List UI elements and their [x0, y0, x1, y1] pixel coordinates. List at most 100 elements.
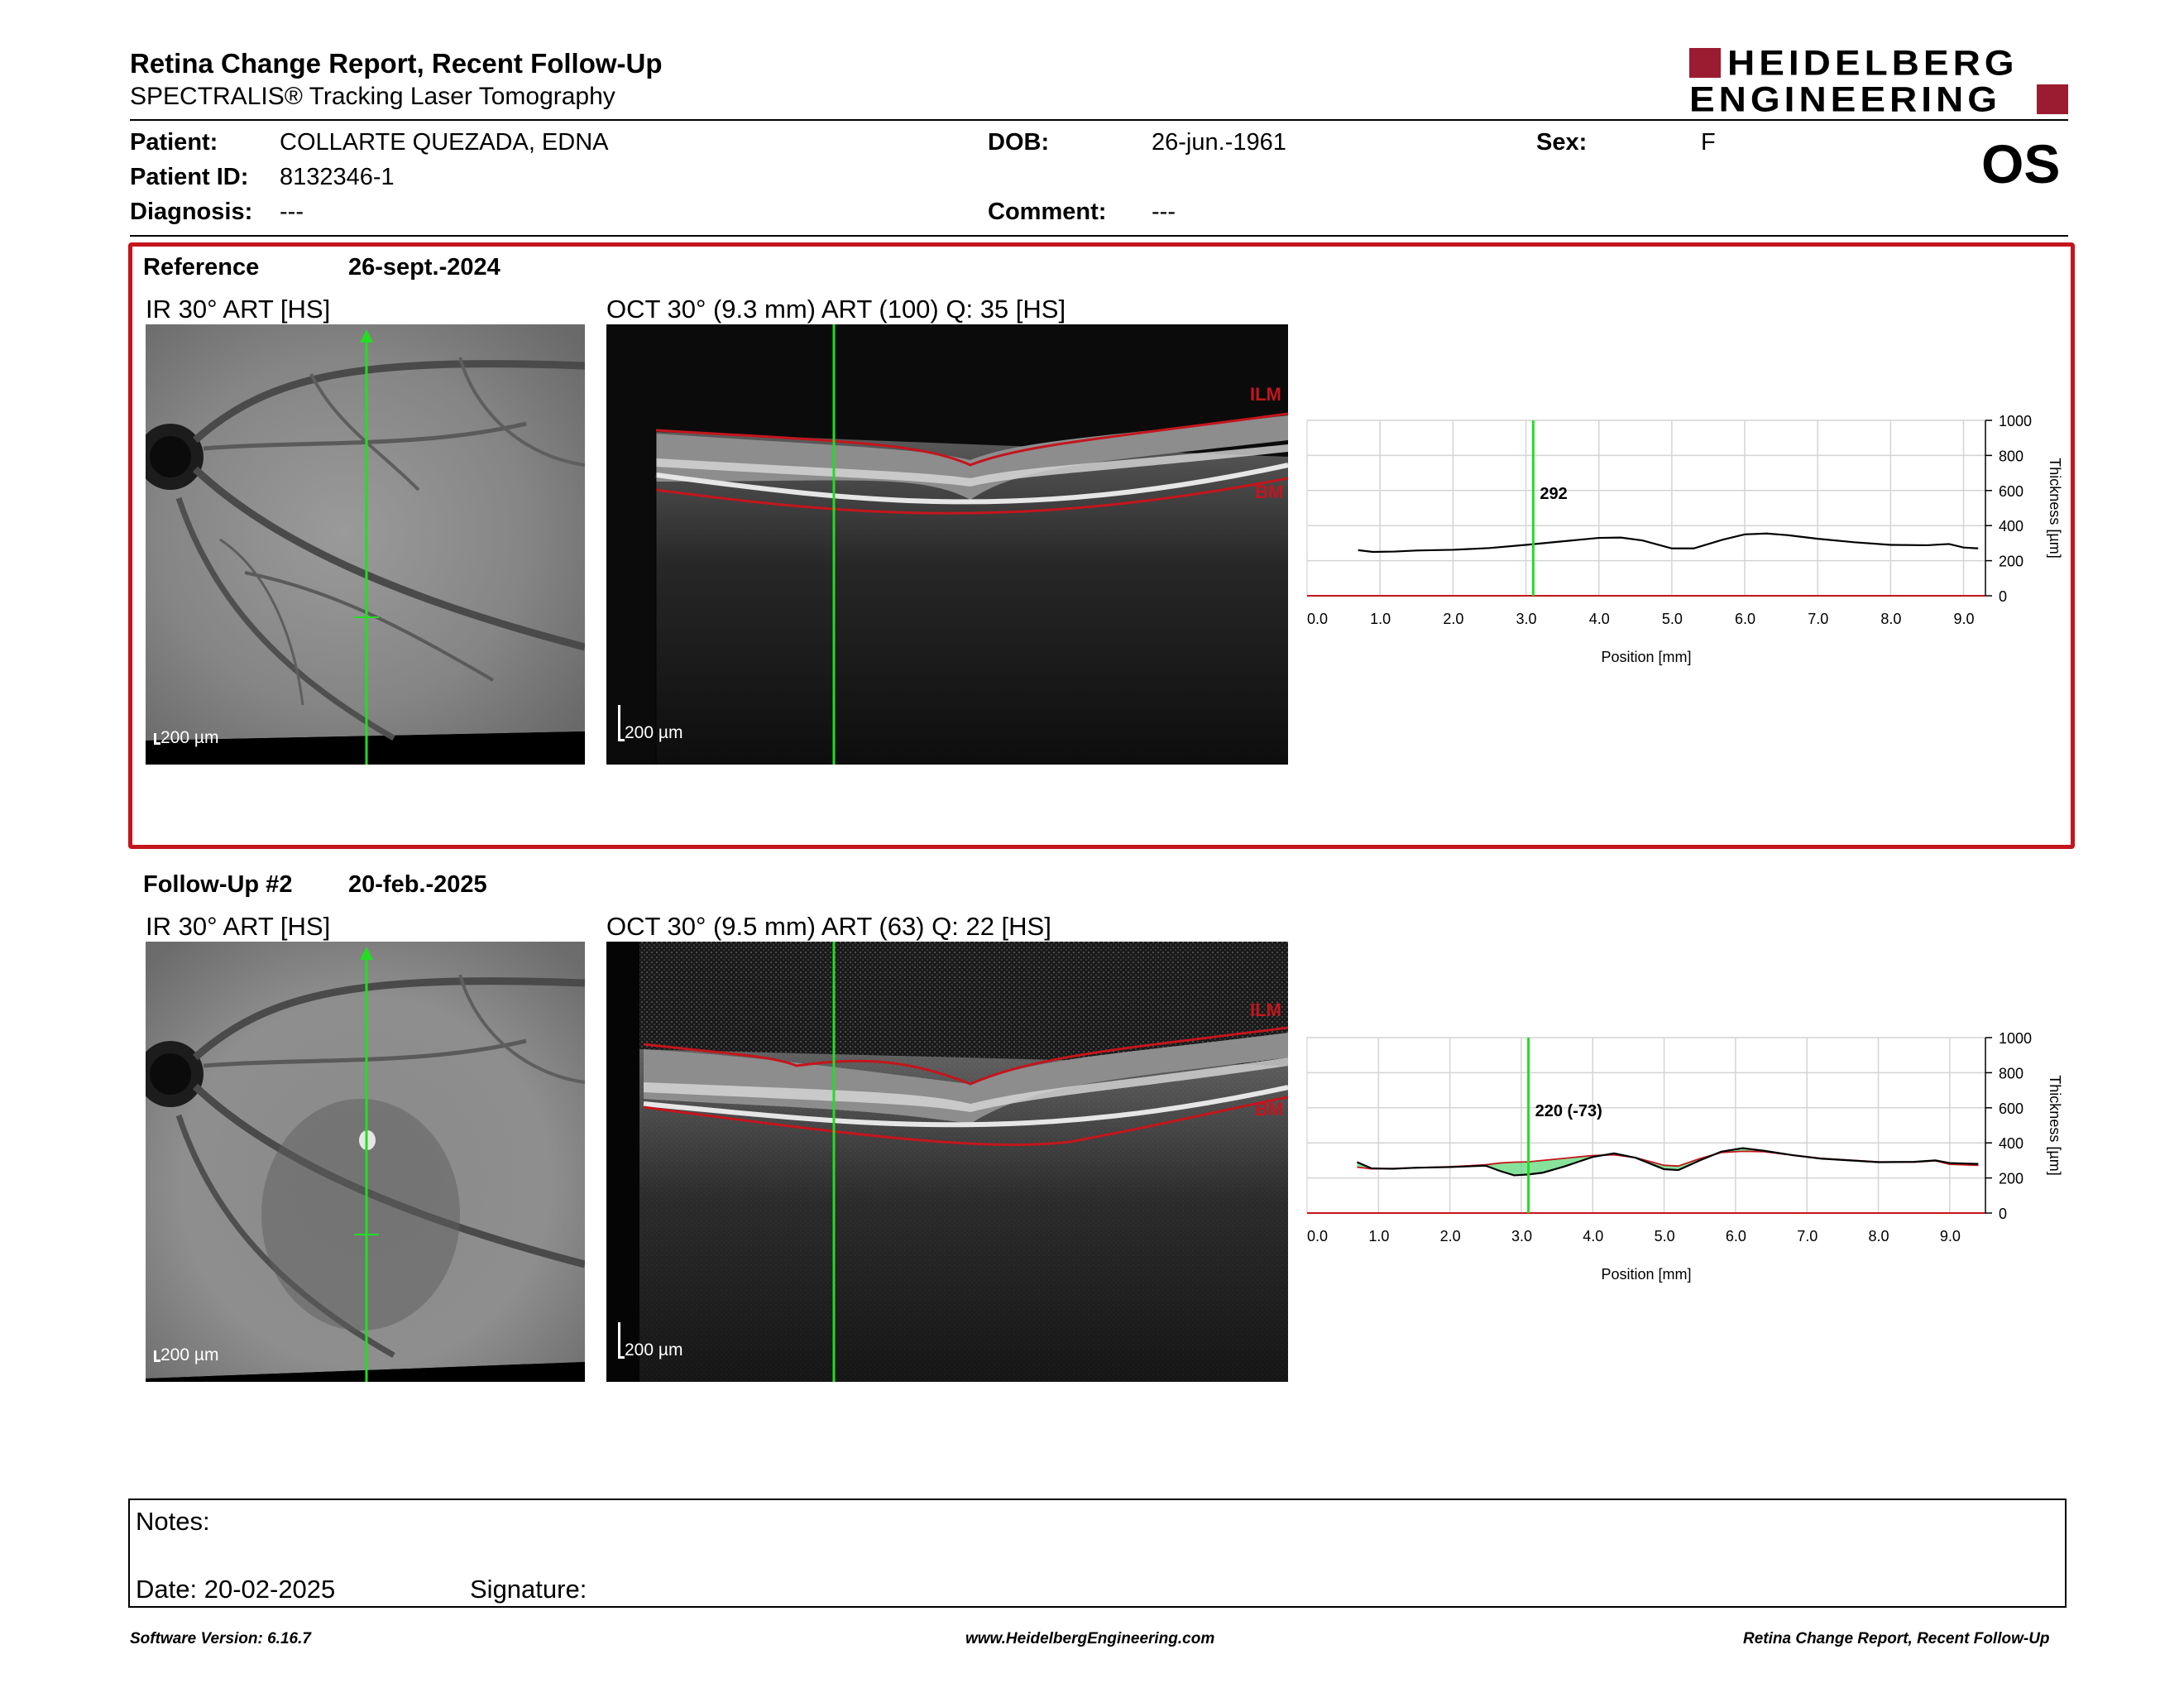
reference-ir-scale-bar: 200 µm — [154, 728, 218, 748]
x-tick-label: 9.0 — [1954, 611, 1975, 627]
reference-oct-image[interactable]: ILM BM 200 µm — [606, 324, 1288, 765]
signature-label: Signature: — [470, 1575, 587, 1604]
notes-label: Notes: — [136, 1507, 210, 1536]
reference-ir-image[interactable]: 200 µm — [146, 324, 585, 765]
x-tick-label: 3.0 — [1511, 1228, 1532, 1244]
followup-oct-image[interactable]: ILM BM 200 µm — [606, 942, 1288, 1382]
y-tick-label: 0 — [1999, 1206, 2007, 1222]
x-tick-label: 2.0 — [1443, 611, 1463, 627]
followup-ir-title: IR 30° ART [HS] — [146, 912, 331, 941]
followup-oct-graphic — [606, 942, 1288, 1382]
y-tick-label: 1000 — [1999, 1030, 2032, 1047]
report-title: Retina Change Report, Recent Follow-Up — [130, 48, 663, 79]
x-tick-label: 8.0 — [1869, 1228, 1889, 1244]
followup-thickness-chart: 0 200 400 600 800 1000 0.0 1.0 2.0 3.0 4.0 5.0 6.0 7.… — [1306, 1030, 2063, 1283]
scale-bar-label: 200 µm — [160, 1345, 219, 1364]
reference-label: Reference — [143, 254, 260, 281]
report-subtitle: SPECTRALIS® Tracking Laser Tomography — [130, 83, 615, 110]
reference-ir-title: IR 30° ART [HS] — [146, 295, 331, 324]
followup-bm-label: BM — [1255, 1099, 1284, 1120]
cursor-thickness-label: 220 (-73) — [1535, 1102, 1602, 1120]
cursor-thickness-label: 292 — [1540, 485, 1567, 503]
sex-label: Sex: — [1536, 129, 1588, 156]
y-tick-label: 1000 — [1999, 413, 2032, 429]
footer-software-version: Software Version: 6.16.7 — [130, 1630, 311, 1647]
scale-bar-label: 200 µm — [625, 723, 683, 742]
x-tick-label: 3.0 — [1516, 611, 1537, 627]
reference-oct-scale-bar: 200 µm — [618, 705, 682, 743]
notes-date: Date: 20-02-2025 — [136, 1575, 336, 1604]
patient-id-value: 8132346-1 — [280, 164, 395, 190]
patient-name: COLLARTE QUEZADA, EDNA — [280, 129, 609, 156]
scale-bar-label: 200 µm — [160, 728, 219, 747]
y-axis-label: Thickness [µm] — [2047, 458, 2063, 558]
followup-date: 20-feb.-2025 — [348, 871, 487, 898]
y-tick-label: 600 — [1999, 1101, 2024, 1117]
diagnosis-label: Diagnosis: — [130, 199, 253, 225]
reference-section-frame — [128, 242, 2075, 849]
followup-oct-title: OCT 30° (9.5 mm) ART (63) Q: 22 [HS] — [606, 912, 1051, 941]
x-tick-label: 8.0 — [1880, 611, 1901, 627]
comment-label: Comment: — [988, 199, 1107, 225]
thickness-change-fill — [1357, 1148, 1979, 1176]
y-tick-label: 600 — [1999, 483, 2024, 500]
x-tick-label: 5.0 — [1662, 611, 1683, 627]
y-tick-label: 400 — [1999, 518, 2024, 535]
scale-bar-marker — [154, 733, 160, 745]
x-tick-label: 1.0 — [1368, 1228, 1389, 1244]
comment-value: --- — [1152, 199, 1176, 225]
x-tick-label: 6.0 — [1726, 1228, 1746, 1244]
patient-divider — [130, 235, 2068, 237]
x-tick-label: 1.0 — [1370, 611, 1391, 627]
x-tick-label: 5.0 — [1655, 1228, 1675, 1244]
reference-fundus-graphic — [146, 324, 585, 765]
reference-ilm-label: ILM — [1250, 384, 1281, 405]
x-tick-label: 6.0 — [1735, 611, 1755, 627]
y-tick-label: 800 — [1999, 1065, 2024, 1081]
x-axis-label: Position [mm] — [1601, 1266, 1691, 1283]
diagnosis-value: --- — [280, 199, 304, 225]
x-tick-label: 0.0 — [1307, 1228, 1328, 1244]
x-tick-label: 2.0 — [1440, 1228, 1461, 1244]
y-tick-label: 800 — [1999, 448, 2024, 464]
scale-bar-marker — [618, 1322, 625, 1359]
logo-line-2: ENGINEERING — [1689, 79, 2002, 119]
y-tick-label: 200 — [1999, 1171, 2024, 1187]
reference-oct-title: OCT 30° (9.3 mm) ART (100) Q: 35 [HS] — [606, 295, 1066, 324]
followup-ilm-label: ILM — [1250, 1000, 1281, 1020]
x-tick-label: 0.0 — [1307, 611, 1328, 627]
y-tick-label: 0 — [1999, 588, 2007, 605]
scale-bar-marker — [618, 705, 625, 741]
reference-oct-graphic — [606, 324, 1288, 765]
scale-bar-marker — [154, 1350, 160, 1362]
followup-ir-image[interactable]: 200 µm — [146, 942, 585, 1382]
y-tick-label: 200 — [1999, 554, 2024, 570]
scale-bar-label: 200 µm — [625, 1340, 683, 1360]
heidelberg-logo: HEIDELBERG ENGINEERING — [1689, 46, 2070, 117]
plot-area — [1306, 1037, 1986, 1214]
reference-thickness-chart: 0 200 400 600 800 1000 0.0 1.0 2.0 3.0 4.0 5.0 6.0 7.… — [1306, 413, 2063, 665]
plot-area — [1306, 420, 1986, 597]
y-tick-label: 400 — [1999, 1135, 2024, 1152]
reference-date: 26-sept.-2024 — [348, 254, 500, 281]
x-tick-label: 7.0 — [1797, 1228, 1818, 1244]
thickness-series-line — [1356, 1147, 1979, 1177]
patient-label: Patient: — [130, 129, 218, 156]
eye-indicator: OS — [1981, 133, 2061, 194]
notes-box[interactable]: Notes: Date: 20-02-2025 Signature: — [128, 1499, 2067, 1608]
followup-oct-scale-bar: 200 µm — [618, 1322, 682, 1360]
logo-line-1: HEIDELBERG — [1727, 43, 2019, 83]
logo-accent-square-top — [1689, 48, 1721, 78]
thickness-series-line — [1358, 532, 1979, 554]
followup-label: Follow-Up #2 — [143, 871, 293, 898]
header-divider — [130, 119, 2068, 121]
reference-bm-label: BM — [1255, 482, 1284, 502]
logo-accent-square-bottom — [2037, 84, 2068, 114]
footer-website-link[interactable]: www.HeidelbergEngineering.com — [965, 1630, 1215, 1647]
followup-fundus-graphic — [146, 942, 585, 1382]
followup-ir-scale-bar: 200 µm — [154, 1345, 218, 1365]
patient-id-label: Patient ID: — [130, 164, 249, 190]
y-axis-label: Thickness [µm] — [2047, 1075, 2063, 1175]
dob-value: 26-jun.-1961 — [1152, 129, 1286, 156]
footer-report-name: Retina Change Report, Recent Follow-Up — [1743, 1630, 2050, 1647]
